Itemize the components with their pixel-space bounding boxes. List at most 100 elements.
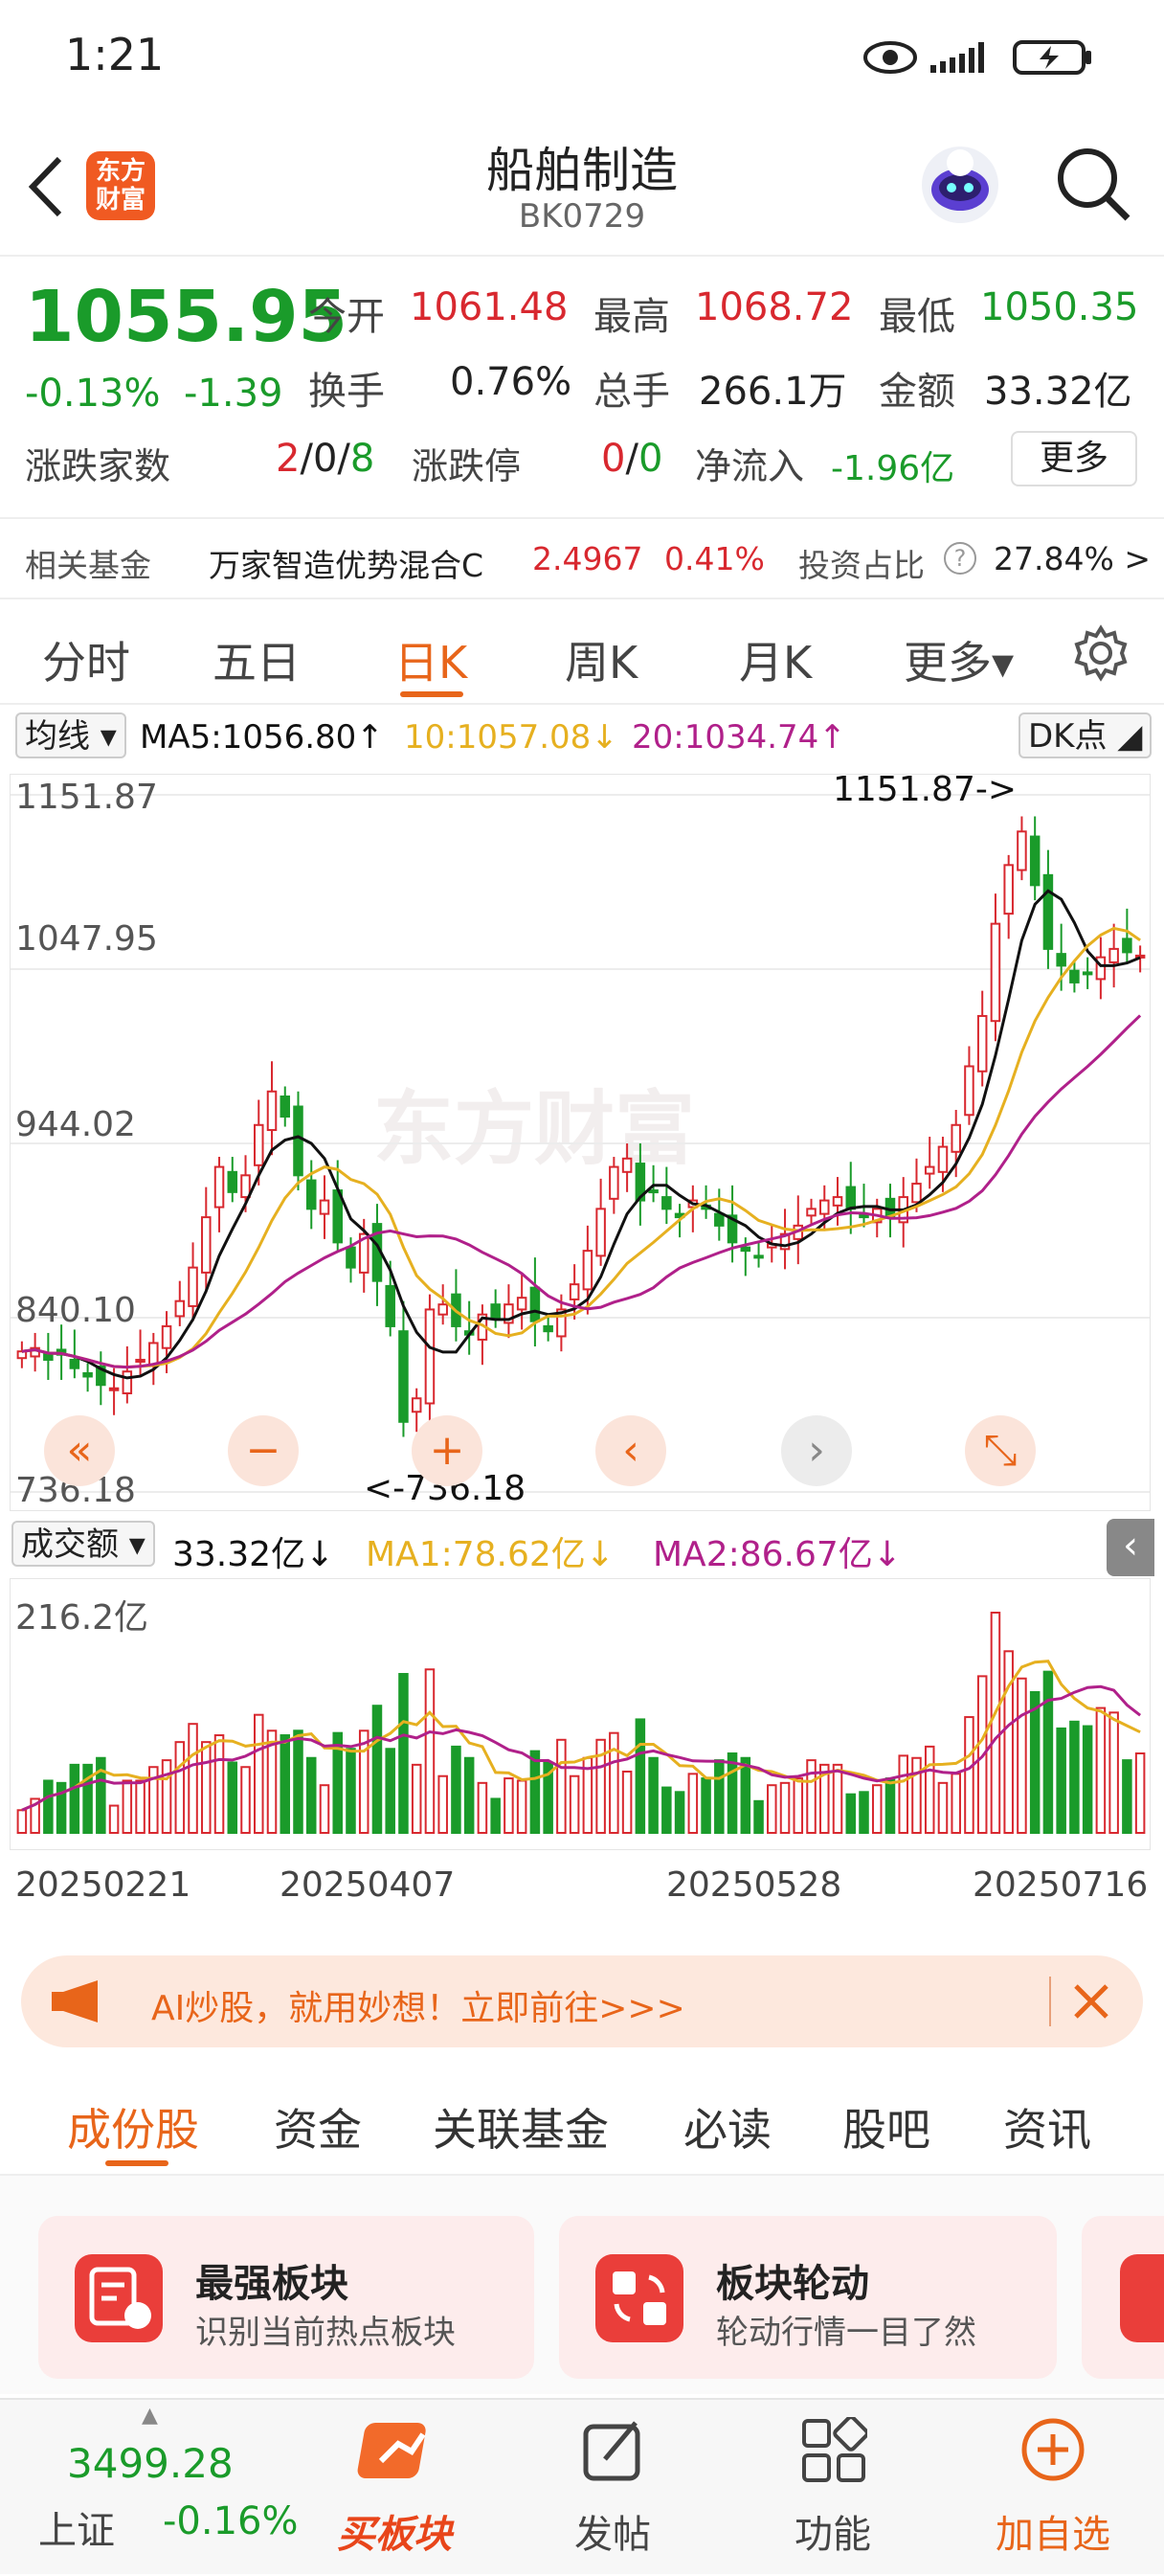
brand-logo-text: 东方 财富: [95, 157, 146, 215]
sector-rotation-subtitle: 轮动行情一目了然: [716, 2314, 976, 2352]
limit-down-count: 0: [638, 437, 663, 481]
tab-weekly-k[interactable]: 周K: [565, 637, 638, 689]
scroll-right-button[interactable]: ›: [781, 1415, 852, 1486]
sector-code: BK0729: [518, 197, 646, 236]
fullscreen-button[interactable]: ⤡: [965, 1415, 1036, 1486]
more-button[interactable]: 更多: [1011, 431, 1137, 486]
volume-bar: [1108, 1711, 1119, 1834]
tab-forum[interactable]: 股吧: [842, 2104, 930, 2156]
tab-daily-k[interactable]: 日K: [394, 637, 468, 689]
zoom-out-button[interactable]: −: [228, 1415, 299, 1486]
volume-bar: [82, 1763, 93, 1834]
related-fund-row[interactable]: 相关基金 万家智造优势混合C 2.4967 0.41% 投资占比 ? 27.84…: [0, 517, 1164, 599]
strongest-sector-card[interactable]: 最强板块 识别当前热点板块: [38, 2216, 534, 2379]
volume-svg: [9, 1577, 1152, 1851]
ratio-label: 投资占比: [798, 547, 925, 584]
fund-name[interactable]: 万家智造优势混合C: [209, 547, 484, 584]
candle: [779, 1232, 791, 1251]
candle: [1095, 956, 1107, 981]
candle: [174, 1299, 186, 1318]
ma5-line: [21, 889, 1141, 1380]
quote-panel: 1055.95 -0.13% -1.39 今开 1061.48 最高 1068.…: [0, 259, 1164, 496]
volume-bar: [108, 1804, 120, 1834]
strongest-sector-title: 最强板块: [195, 2262, 348, 2306]
volume-bar: [990, 1612, 1001, 1834]
index-ticker[interactable]: ▲ 3499.28 上证 -0.16%: [0, 2400, 316, 2576]
scroll-left-fast-button[interactable]: «: [44, 1415, 115, 1486]
candle: [201, 1216, 212, 1274]
content-tab-indicator: [105, 2160, 168, 2166]
candle: [1003, 864, 1014, 915]
sector-rotation-card[interactable]: 板块轮动 轮动行情一目了然: [559, 2216, 1057, 2379]
volume-bar: [174, 1741, 186, 1834]
volume-bar: [293, 1729, 303, 1834]
gear-icon[interactable]: [1072, 624, 1130, 682]
candle: [845, 1186, 857, 1210]
volume-bar: [254, 1713, 264, 1834]
amount-label: 金额: [879, 370, 955, 414]
candle: [753, 1254, 764, 1259]
search-icon[interactable]: [1053, 144, 1133, 224]
volume-bar: [346, 1748, 356, 1834]
kline-svg: 东方财富: [9, 773, 1152, 1512]
change-percent: -0.13%: [25, 372, 161, 416]
volume-bar: [871, 1784, 883, 1835]
volume-value: 266.1万: [699, 370, 847, 414]
volume-ma2: MA2:86.67亿↓: [653, 1535, 902, 1574]
volume-bar: [648, 1756, 659, 1834]
eye-icon: [863, 41, 917, 74]
volume-bar: [674, 1791, 685, 1834]
amount-value: 33.32亿: [984, 370, 1132, 414]
zoom-in-button[interactable]: +: [412, 1415, 482, 1486]
help-icon[interactable]: ?: [944, 542, 976, 575]
volume-bar: [1082, 1725, 1093, 1834]
volume-bar: [529, 1750, 541, 1834]
candle: [227, 1170, 238, 1193]
nav-buy-sector[interactable]: 买板块: [299, 2400, 490, 2576]
volume-bar: [898, 1754, 908, 1834]
dk-point-button[interactable]: DK点 ◢: [1018, 712, 1153, 758]
candle: [1042, 873, 1054, 950]
x-label-3: 20250716: [973, 1865, 1149, 1905]
tab-news[interactable]: 资讯: [1003, 2104, 1091, 2156]
tab-more[interactable]: 更多▾: [904, 637, 1015, 689]
volume-bar: [884, 1777, 896, 1835]
candle: [16, 1350, 28, 1360]
tab-intraday[interactable]: 分时: [42, 637, 130, 689]
nav-post[interactable]: 发帖: [517, 2400, 708, 2576]
candle: [621, 1157, 633, 1173]
collapse-panel-icon[interactable]: ‹: [1107, 1519, 1154, 1576]
nav-functions[interactable]: 功能: [737, 2400, 929, 2576]
ma10-value: 10:1057.08↓: [404, 718, 618, 757]
ma-selector[interactable]: 均线 ▾: [15, 712, 126, 758]
nav-add-watchlist[interactable]: 加自选: [957, 2400, 1149, 2576]
tab-related-funds[interactable]: 关联基金: [433, 2104, 609, 2156]
breadth-label: 涨跌家数: [25, 445, 171, 487]
tab-constituents[interactable]: 成份股: [67, 2104, 199, 2156]
volume-bar: [924, 1745, 935, 1835]
tab-five-day[interactable]: 五日: [213, 637, 301, 689]
tab-monthly-k[interactable]: 月K: [739, 637, 813, 689]
back-icon[interactable]: [21, 153, 69, 220]
tab-must-read[interactable]: 必读: [683, 2104, 772, 2156]
robot-assistant-icon[interactable]: [917, 142, 1003, 228]
next-card-peek[interactable]: [1082, 2216, 1164, 2379]
tab-funds-flow[interactable]: 资金: [274, 2104, 362, 2156]
close-icon[interactable]: [1070, 1980, 1112, 2022]
volume-selector[interactable]: 成交额 ▾: [11, 1521, 155, 1567]
candle: [254, 1123, 264, 1166]
volume-bar: [266, 1729, 278, 1834]
kline-chart[interactable]: 东方财富 1151.87 1047.95 944.02 840.10 736.1…: [9, 770, 1152, 1512]
index-value: 3499.28: [67, 2440, 234, 2487]
candle: [832, 1196, 843, 1207]
candle: [516, 1297, 527, 1311]
volume-bar: [635, 1718, 646, 1834]
volume-bar: [687, 1773, 699, 1834]
scroll-left-button[interactable]: ‹: [595, 1415, 666, 1486]
volume-bar: [16, 1809, 28, 1835]
candle: [937, 1145, 949, 1173]
y-tick-1: 1047.95: [15, 919, 158, 959]
low-value: 1050.35: [980, 285, 1139, 329]
volume-bar: [161, 1759, 172, 1835]
ai-promo-banner[interactable]: AI炒股，就用妙想！立即前往>>>: [21, 1955, 1143, 2047]
